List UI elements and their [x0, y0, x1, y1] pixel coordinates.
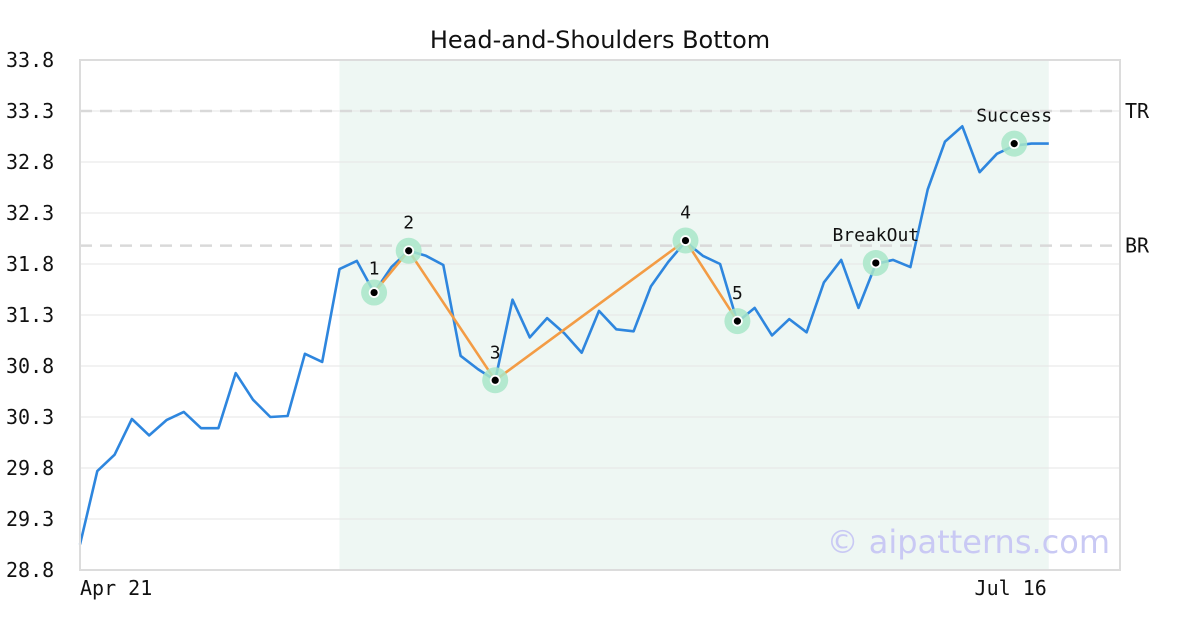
- y-axis: 33.8 33.3 32.8 32.3 31.8 31.3 30.8 30.3 29.8 29.3…: [6, 48, 54, 582]
- y-tick-label: 32.8: [6, 150, 54, 174]
- y-tick-label: 33.8: [6, 48, 54, 72]
- level-label: BR: [1125, 234, 1150, 258]
- pattern-point: [870, 257, 882, 269]
- y-tick-label: 30.3: [6, 405, 54, 429]
- x-tick-label: Jul 16: [975, 576, 1047, 600]
- pattern-point-label: Success: [976, 106, 1052, 127]
- pattern-point: [489, 374, 501, 386]
- pattern-point-label: 5: [732, 283, 743, 304]
- pattern-point: [1008, 138, 1020, 150]
- watermark: © aipatterns.com: [827, 523, 1110, 561]
- level-label: TR: [1125, 99, 1150, 123]
- y-tick-label: 31.3: [6, 303, 54, 327]
- y-tick-label: 29.8: [6, 456, 54, 480]
- y-tick-label: 31.8: [6, 252, 54, 276]
- chart-title: Head-and-Shoulders Bottom: [430, 26, 770, 54]
- pattern-point-label: BreakOut: [832, 225, 919, 246]
- pattern-points-layer: 1 2 3 4 5 BreakOut Success: [361, 106, 1052, 394]
- pattern-point: [368, 287, 380, 298]
- pattern-point: [680, 235, 691, 246]
- pattern-point: [403, 245, 415, 257]
- y-tick-label: 32.3: [6, 201, 54, 225]
- y-tick-label: 28.8: [6, 558, 54, 582]
- y-tick-label: 29.3: [6, 507, 54, 531]
- y-tick-label: 33.3: [6, 99, 54, 123]
- pattern-point-label: 1: [369, 259, 380, 280]
- y-tick-label: 30.8: [6, 354, 54, 378]
- x-axis: Apr 21 Jul 16: [80, 576, 1047, 600]
- pattern-point-label: 2: [403, 213, 414, 234]
- pattern-point-label: 4: [680, 203, 691, 224]
- x-tick-label: Apr 21: [80, 576, 152, 600]
- pattern-point-label: 3: [490, 342, 501, 363]
- level-lines-layer: TR BR: [80, 99, 1150, 258]
- plot-frame: [79, 59, 1121, 571]
- pattern-point: [732, 315, 743, 327]
